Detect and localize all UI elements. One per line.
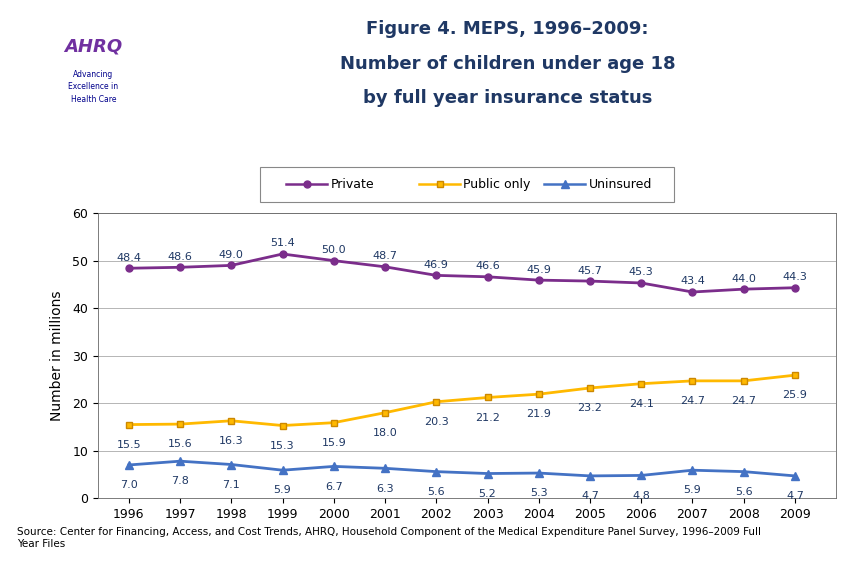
- Text: 7.8: 7.8: [171, 476, 189, 487]
- Text: 46.9: 46.9: [423, 260, 448, 270]
- Text: 45.3: 45.3: [628, 267, 653, 278]
- Text: 4.7: 4.7: [785, 491, 803, 501]
- Text: 5.9: 5.9: [682, 486, 700, 495]
- Text: 23.2: 23.2: [577, 403, 602, 413]
- FancyBboxPatch shape: [39, 20, 147, 116]
- Text: Number of children under age 18: Number of children under age 18: [339, 55, 675, 73]
- Text: 48.4: 48.4: [116, 253, 141, 263]
- Text: by full year insurance status: by full year insurance status: [362, 89, 652, 107]
- Text: 44.3: 44.3: [781, 272, 807, 282]
- Text: 20.3: 20.3: [423, 417, 448, 427]
- Text: 15.9: 15.9: [321, 438, 346, 448]
- Text: 24.7: 24.7: [730, 396, 756, 406]
- Y-axis label: Number in millions: Number in millions: [50, 290, 64, 421]
- Text: 45.7: 45.7: [577, 266, 602, 275]
- Text: 48.6: 48.6: [168, 252, 193, 262]
- Text: 49.0: 49.0: [219, 250, 244, 260]
- Text: Source: Center for Financing, Access, and Cost Trends, AHRQ, Household Component: Source: Center for Financing, Access, an…: [17, 527, 760, 548]
- Text: 48.7: 48.7: [372, 251, 397, 262]
- Text: 5.6: 5.6: [427, 487, 445, 497]
- Text: AHRQ: AHRQ: [64, 38, 123, 56]
- Text: 44.0: 44.0: [730, 274, 755, 283]
- Text: 25.9: 25.9: [781, 391, 807, 400]
- Text: 5.9: 5.9: [273, 486, 291, 495]
- Text: 4.8: 4.8: [631, 491, 649, 501]
- Text: Figure 4. MEPS, 1996–2009:: Figure 4. MEPS, 1996–2009:: [366, 20, 648, 38]
- Text: 21.9: 21.9: [526, 410, 550, 419]
- Text: 5.3: 5.3: [529, 488, 547, 498]
- Text: 15.5: 15.5: [117, 440, 141, 450]
- Text: 46.6: 46.6: [475, 262, 499, 271]
- Text: 51.4: 51.4: [270, 238, 295, 248]
- Text: Private: Private: [330, 178, 374, 191]
- Text: 6.3: 6.3: [376, 484, 394, 494]
- Text: 7.1: 7.1: [222, 480, 240, 490]
- Text: 24.7: 24.7: [679, 396, 704, 406]
- Text: 16.3: 16.3: [219, 436, 244, 446]
- Text: 15.3: 15.3: [270, 441, 295, 451]
- Text: Advancing
Excellence in
Health Care: Advancing Excellence in Health Care: [68, 70, 118, 104]
- Text: 6.7: 6.7: [325, 482, 343, 492]
- Text: Public only: Public only: [463, 178, 530, 191]
- Text: 21.2: 21.2: [475, 413, 499, 423]
- Text: 15.6: 15.6: [168, 439, 193, 449]
- Text: 5.6: 5.6: [734, 487, 751, 497]
- Text: 18.0: 18.0: [372, 428, 397, 438]
- Text: 24.1: 24.1: [628, 399, 653, 409]
- Text: 5.2: 5.2: [478, 489, 496, 499]
- Text: Uninsured: Uninsured: [588, 178, 652, 191]
- Text: 45.9: 45.9: [526, 264, 550, 275]
- Text: 4.7: 4.7: [580, 491, 598, 501]
- Text: 7.0: 7.0: [120, 480, 137, 490]
- Text: 50.0: 50.0: [321, 245, 346, 255]
- Text: 43.4: 43.4: [679, 276, 704, 286]
- FancyBboxPatch shape: [260, 167, 673, 203]
